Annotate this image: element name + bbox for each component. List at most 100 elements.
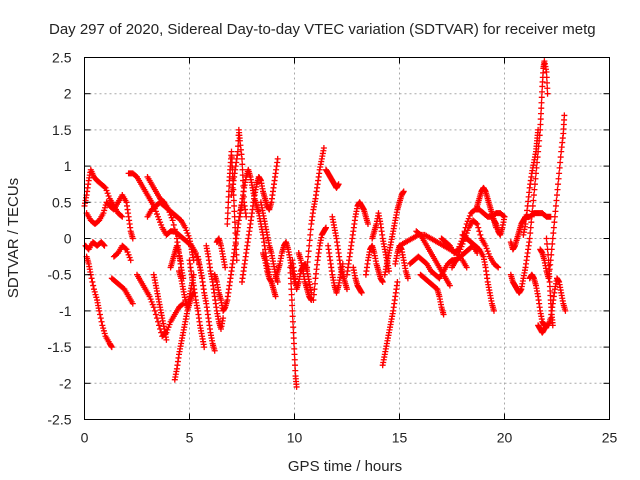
data-point	[290, 324, 297, 331]
data-point	[544, 246, 551, 253]
data-point	[182, 224, 189, 231]
data-point	[532, 175, 539, 182]
data-point	[291, 351, 298, 358]
data-point	[306, 237, 313, 244]
data-point	[544, 90, 551, 97]
data-point	[288, 297, 295, 304]
data-point	[440, 311, 447, 318]
chart-title: Day 297 of 2020, Sidereal Day-to-day VTE…	[49, 21, 596, 38]
data-point	[184, 230, 191, 237]
data-point	[546, 268, 553, 275]
data-point	[183, 227, 190, 234]
series-arc-29	[295, 249, 315, 304]
data-point	[96, 311, 103, 318]
series-arc-39	[379, 278, 401, 369]
x-tick-label: 10	[287, 430, 303, 446]
data-point	[224, 215, 231, 222]
data-point	[556, 170, 563, 177]
data-point	[118, 212, 125, 219]
y-tick-label: -2.5	[47, 412, 71, 428]
data-point	[358, 289, 365, 296]
data-point	[151, 307, 158, 314]
data-point	[90, 282, 97, 289]
series-arc-48	[459, 231, 497, 314]
series-arc-10	[144, 173, 187, 282]
series-arc-47	[449, 217, 502, 271]
data-point	[92, 291, 99, 298]
series-arc-34	[329, 213, 350, 293]
data-point	[529, 202, 536, 209]
data-point	[291, 345, 298, 352]
data-point	[90, 286, 97, 293]
data-point	[292, 367, 299, 374]
data-point	[163, 336, 170, 343]
data-point	[126, 254, 133, 261]
y-tick-label: 2	[64, 86, 72, 102]
data-point	[307, 231, 314, 238]
y-tick-label: -0.5	[47, 267, 71, 283]
data-point	[290, 340, 297, 347]
data-point	[495, 264, 502, 271]
data-point	[98, 318, 105, 325]
data-point	[228, 148, 235, 155]
data-point	[101, 242, 108, 249]
data-point	[88, 275, 95, 282]
data-point	[100, 327, 107, 334]
series-arc-17	[203, 242, 227, 332]
data-point	[192, 249, 199, 256]
data-point	[239, 166, 246, 173]
data-point	[304, 259, 311, 266]
data-point	[100, 325, 107, 332]
data-point	[226, 183, 233, 190]
data-point	[477, 231, 484, 238]
x-tick-label: 0	[81, 430, 89, 446]
data-point	[233, 257, 240, 264]
series-arc-02	[82, 239, 108, 253]
data-point	[152, 311, 159, 318]
data-point	[289, 302, 296, 309]
data-point	[491, 307, 497, 314]
data-point	[552, 208, 559, 215]
data-point	[551, 219, 558, 226]
data-point	[231, 213, 238, 220]
series-arc-46	[438, 206, 508, 256]
data-point	[463, 230, 470, 237]
data-point	[562, 307, 569, 314]
series-arc-32	[323, 166, 342, 191]
data-point	[127, 257, 134, 264]
data-point	[167, 211, 174, 218]
data-point	[528, 213, 535, 220]
x-axis-label: GPS time / hours	[288, 458, 402, 475]
data-point	[91, 288, 98, 295]
data-point	[155, 318, 161, 325]
data-point	[287, 269, 294, 276]
series-arc-41	[392, 242, 411, 282]
data-point	[304, 264, 311, 271]
data-point	[463, 264, 470, 271]
series-arc-50	[491, 213, 508, 238]
data-point	[89, 278, 96, 285]
data-point	[311, 286, 318, 293]
data-point	[549, 322, 556, 329]
data-point	[311, 280, 318, 287]
data-point	[320, 145, 327, 151]
series-arc-15	[186, 257, 208, 351]
series-arc-27	[287, 264, 300, 390]
data-point	[458, 243, 465, 250]
data-point	[104, 190, 111, 197]
data-point	[386, 268, 392, 275]
series-arc-30	[304, 145, 327, 271]
data-point	[125, 251, 132, 258]
data-point	[165, 206, 172, 213]
data-point	[379, 278, 386, 285]
data-point	[172, 230, 179, 237]
data-point	[289, 318, 296, 325]
data-point	[335, 181, 342, 188]
series-arc-53	[520, 126, 542, 238]
data-point	[545, 262, 552, 269]
data-point	[274, 278, 281, 285]
data-point	[550, 224, 557, 231]
data-point	[538, 94, 545, 101]
